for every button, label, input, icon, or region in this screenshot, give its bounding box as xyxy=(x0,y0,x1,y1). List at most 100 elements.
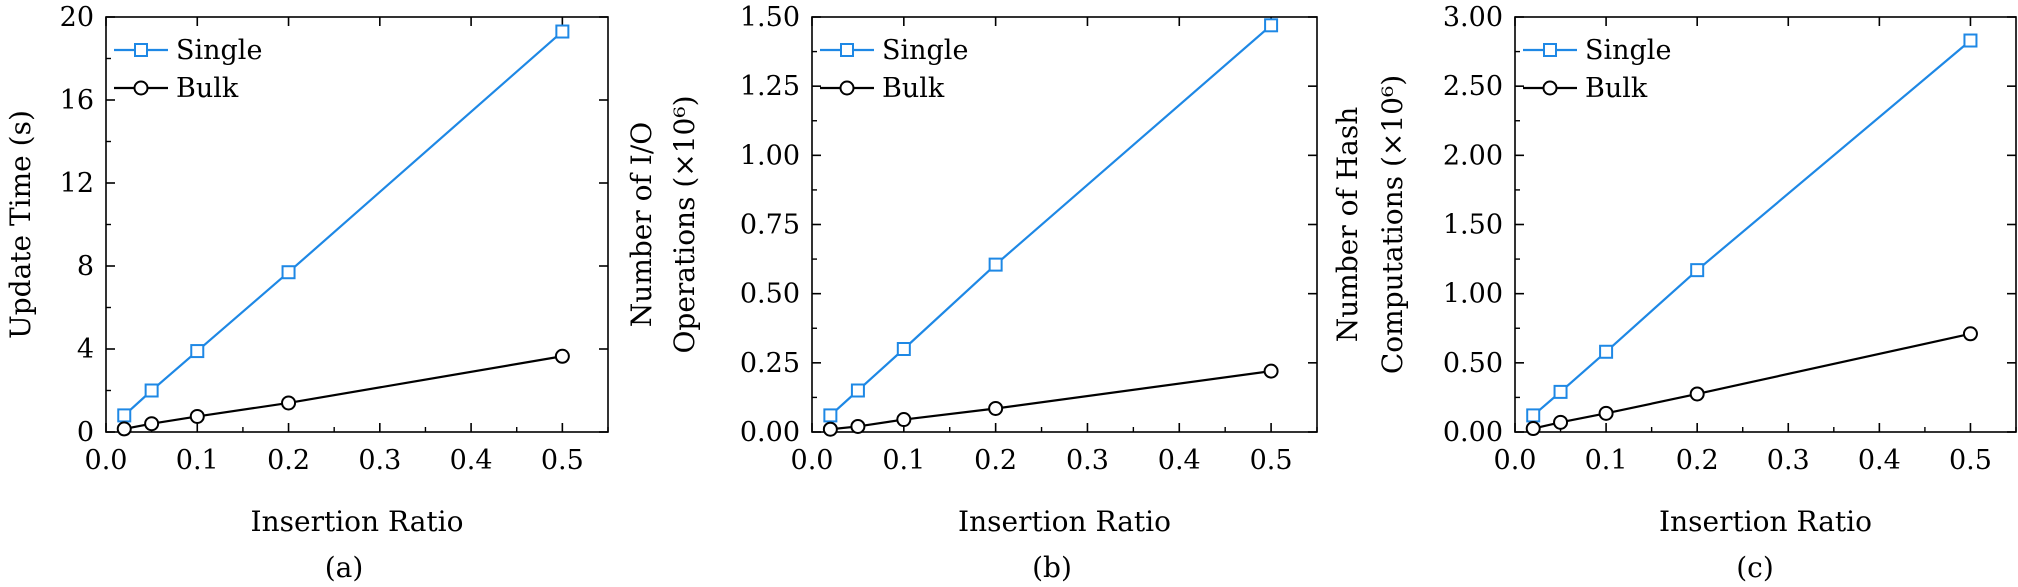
x-axis-label: Insertion Ratio xyxy=(958,505,1171,538)
legend-marker-square xyxy=(840,43,854,57)
y-axis-label: Operations (×10⁶) xyxy=(668,95,701,353)
series-single xyxy=(117,24,570,423)
data-point-square xyxy=(1690,263,1705,278)
x-tick-label: 0.4 xyxy=(1858,445,1901,476)
y-tick-label: 1.25 xyxy=(740,71,800,102)
y-axis-label: Number of I/O xyxy=(625,122,658,327)
y-tick-label: 0.50 xyxy=(1443,348,1503,379)
data-point-square xyxy=(190,344,205,359)
y-tick-label: 0.25 xyxy=(740,348,800,379)
y-tick-label: 3.00 xyxy=(1443,2,1503,33)
data-point-circle xyxy=(1525,421,1541,437)
data-point-square xyxy=(896,342,911,356)
data-point-square xyxy=(144,383,159,398)
x-tick-label: 0.5 xyxy=(1250,445,1293,476)
data-point-square xyxy=(850,383,865,398)
data-point-circle xyxy=(988,400,1004,416)
y-tick-label: 0.00 xyxy=(740,417,800,448)
y-tick-label: 1.50 xyxy=(1443,210,1503,241)
y-axis-label: Number of Hash xyxy=(1331,107,1364,343)
data-point-square xyxy=(555,24,570,39)
x-tick-label: 0.1 xyxy=(882,445,925,476)
legend-marker-square xyxy=(134,43,148,57)
series-bulk xyxy=(822,363,1279,437)
y-tick-label: 12 xyxy=(60,168,94,199)
x-tick-label: 0.5 xyxy=(541,445,584,476)
data-point-square xyxy=(1264,18,1279,33)
data-point-square xyxy=(281,265,296,280)
chart-panel-3: 0.0 0.1 0.2 0.3 0.4 0.5 0.00 0.50 1.00 1.50 2.00 2.… xyxy=(1331,2,2017,584)
x-tick-label: 0.4 xyxy=(450,445,493,476)
y-tick-label: 8 xyxy=(77,251,94,282)
y-tick-label: 2.00 xyxy=(1443,140,1503,171)
data-point-circle xyxy=(850,418,866,434)
y-axis-label: Update Time (s) xyxy=(4,110,37,339)
data-point-square xyxy=(823,408,838,423)
y-tick-label: 0 xyxy=(77,417,94,448)
data-point-square xyxy=(988,257,1003,272)
data-point-circle xyxy=(822,421,838,437)
x-tick-label: 0.0 xyxy=(1494,445,1537,476)
data-point-circle xyxy=(144,416,160,432)
x-axis-label: Insertion Ratio xyxy=(1659,505,1872,538)
x-tick-label: 0.2 xyxy=(267,445,310,476)
panel-caption: (a) xyxy=(325,551,364,584)
y-axis-label: Computations (×10⁶) xyxy=(1376,75,1409,374)
legend-label: Single xyxy=(176,35,262,66)
series-single xyxy=(823,18,1279,423)
y-tick-label: 0.50 xyxy=(740,279,800,310)
legend-label: Single xyxy=(1585,35,1671,66)
data-point-circle xyxy=(116,421,132,437)
data-point-square xyxy=(1526,408,1541,423)
series-bulk xyxy=(116,348,570,437)
x-tick-label: 0.5 xyxy=(1949,445,1992,476)
y-tick-label: 0.75 xyxy=(740,210,800,241)
x-tick-label: 0.2 xyxy=(974,445,1017,476)
y-tick-label: 1.00 xyxy=(1443,279,1503,310)
series-single xyxy=(1526,33,1978,423)
data-point-circle xyxy=(1962,326,1978,342)
x-tick-label: 0.3 xyxy=(1066,445,1109,476)
legend: Single Bulk xyxy=(114,35,262,104)
chart-panel-2: 0.0 0.1 0.2 0.3 0.4 0.5 0.00 0.25 0.50 0.75 1.00 1.… xyxy=(625,2,1318,584)
data-point-circle xyxy=(281,395,297,411)
x-tick-label: 0.4 xyxy=(1158,445,1201,476)
x-tick-label: 0.0 xyxy=(85,445,128,476)
x-tick-label: 0.2 xyxy=(1676,445,1719,476)
x-tick-label: 0.1 xyxy=(1585,445,1628,476)
data-point-square xyxy=(117,408,132,423)
legend-marker-circle xyxy=(839,80,855,96)
legend: Single Bulk xyxy=(1523,35,1671,104)
x-tick-label: 0.1 xyxy=(176,445,219,476)
panel-caption: (b) xyxy=(1032,551,1072,584)
x-tick-label: 0.0 xyxy=(791,445,834,476)
legend-marker-circle xyxy=(133,80,149,96)
data-point-square xyxy=(1963,33,1978,48)
y-tick-label: 20 xyxy=(60,2,94,33)
data-point-square xyxy=(1599,344,1614,359)
y-tick-label: 1.50 xyxy=(740,2,800,33)
x-tick-label: 0.3 xyxy=(1767,445,1810,476)
legend-marker-square xyxy=(1543,43,1557,57)
y-tick-label: 0.00 xyxy=(1443,417,1503,448)
legend-label: Bulk xyxy=(1585,73,1648,104)
legend-label: Bulk xyxy=(176,73,239,104)
data-point-circle xyxy=(1553,414,1569,430)
y-tick-label: 1.00 xyxy=(740,140,800,171)
legend: Single Bulk xyxy=(820,35,968,104)
data-point-circle xyxy=(896,412,912,428)
chart-panel-1: 0.0 0.1 0.2 0.3 0.4 0.5 0 4 8 12 16 20 Insertion Rat… xyxy=(4,2,609,584)
data-point-circle xyxy=(189,408,205,424)
data-point-square xyxy=(1553,384,1568,399)
y-tick-label: 16 xyxy=(60,85,94,116)
y-tick-label: 4 xyxy=(77,334,94,365)
series-bulk xyxy=(1525,326,1978,437)
legend-label: Single xyxy=(882,35,968,66)
data-point-circle xyxy=(1598,405,1614,421)
data-point-circle xyxy=(1689,386,1705,402)
panel-caption: (c) xyxy=(1736,551,1774,584)
data-point-circle xyxy=(554,348,570,364)
x-axis-label: Insertion Ratio xyxy=(251,505,464,538)
legend-marker-circle xyxy=(1542,80,1558,96)
